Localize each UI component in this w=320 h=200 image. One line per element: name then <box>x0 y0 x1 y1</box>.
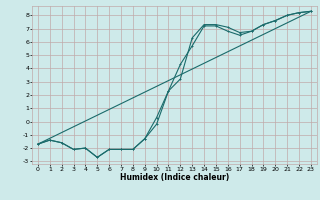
X-axis label: Humidex (Indice chaleur): Humidex (Indice chaleur) <box>120 173 229 182</box>
